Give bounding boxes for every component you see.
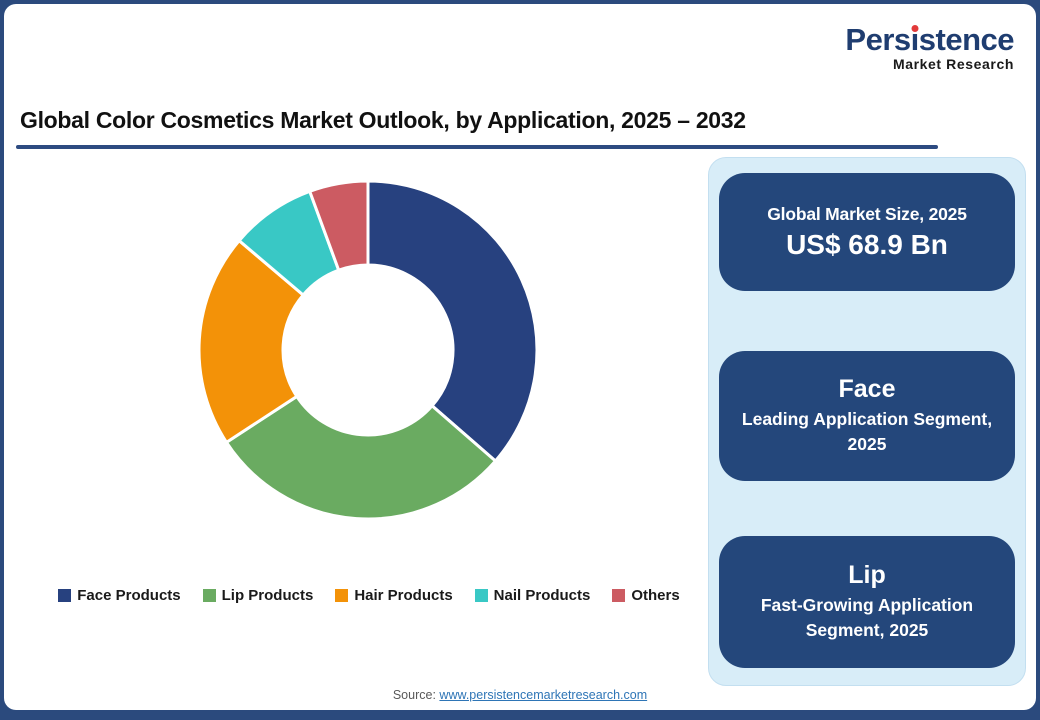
market-size-card-title: Global Market Size, 2025 bbox=[767, 203, 967, 224]
leading-segment-card: Face Leading Application Segment, 2025 bbox=[719, 351, 1015, 481]
title-underline bbox=[16, 145, 938, 149]
legend-swatch bbox=[612, 589, 626, 602]
logo-brand-pre: Pers bbox=[845, 22, 911, 57]
legend-label: Others bbox=[631, 587, 680, 604]
legend-item-lip-products: Lip Products bbox=[202, 587, 314, 604]
legend-label: Hair Products bbox=[354, 587, 453, 604]
chart-legend: Face Products Lip Products Hair Products Na… bbox=[4, 587, 734, 604]
market-size-card: Global Market Size, 2025 US$ 68.9 Bn bbox=[719, 173, 1015, 291]
legend-item-others: Others bbox=[612, 587, 680, 604]
legend-swatch bbox=[335, 589, 349, 602]
logo-brand-post: stence bbox=[918, 22, 1015, 57]
persistence-logo: Persıstence Market Research bbox=[845, 24, 1014, 71]
legend-item-nail-products: Nail Products bbox=[474, 587, 591, 604]
highlights-panel: Global Market Size, 2025 US$ 68.9 Bn Fac… bbox=[708, 157, 1026, 686]
legend-label: Lip Products bbox=[221, 587, 314, 604]
legend-swatch bbox=[474, 589, 488, 602]
legend-swatch bbox=[58, 589, 72, 602]
legend-label: Face Products bbox=[77, 587, 181, 604]
fast-growing-segment-card: Lip Fast-Growing Application Segment, 20… bbox=[719, 536, 1015, 668]
donut-segment-lip-products bbox=[224, 394, 498, 521]
logo-red-dot-i: ı bbox=[910, 22, 920, 57]
page-content: Persıstence Market Research Global Color… bbox=[4, 4, 1036, 710]
source-link[interactable]: www.persistencemarketresearch.com bbox=[439, 688, 648, 702]
legend-item-face-products: Face Products bbox=[58, 587, 181, 604]
logo-brand-i: ı bbox=[910, 22, 920, 57]
legend-label: Nail Products bbox=[493, 587, 591, 604]
logo-tagline: Market Research bbox=[892, 56, 1014, 72]
legend-item-hair-products: Hair Products bbox=[335, 587, 453, 604]
page-title: Global Color Cosmetics Market Outlook, b… bbox=[20, 107, 746, 133]
donut-segment-hair-products bbox=[197, 238, 306, 445]
donut-segment-others bbox=[307, 179, 370, 273]
source-line: Source: www.persistencemarketresearch.co… bbox=[4, 688, 1036, 702]
fast-growing-segment-card-subtitle: Fast-Growing Application Segment, 2025 bbox=[760, 594, 974, 640]
market-size-card-value: US$ 68.9 Bn bbox=[786, 228, 948, 260]
logo-brand-text: Persıstence bbox=[845, 24, 1014, 55]
fast-growing-segment-card-title: Lip bbox=[848, 560, 886, 589]
donut-segment-face-products bbox=[366, 179, 539, 464]
donut-chart bbox=[197, 179, 539, 521]
leading-segment-card-title: Face bbox=[838, 374, 896, 403]
legend-swatch bbox=[202, 589, 216, 602]
donut-chart-container bbox=[188, 170, 548, 530]
source-label: Source: bbox=[392, 688, 436, 702]
leading-segment-card-subtitle: Leading Application Segment, 2025 bbox=[741, 408, 993, 454]
